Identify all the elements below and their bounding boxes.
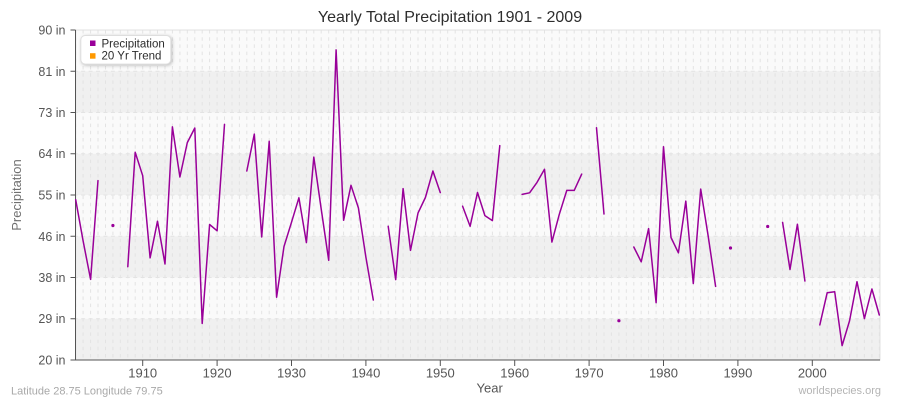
svg-text:20 in: 20 in bbox=[38, 354, 65, 368]
svg-text:29 in: 29 in bbox=[38, 312, 65, 326]
svg-text:1920: 1920 bbox=[203, 366, 232, 381]
svg-text:Year: Year bbox=[477, 381, 504, 396]
svg-text:Latitude 28.75 Longitude 79.75: Latitude 28.75 Longitude 79.75 bbox=[11, 385, 163, 397]
svg-text:worldspecies.org: worldspecies.org bbox=[797, 385, 881, 397]
svg-text:81 in: 81 in bbox=[38, 65, 65, 79]
svg-text:Precipitation: Precipitation bbox=[102, 38, 165, 50]
svg-text:Precipitation: Precipitation bbox=[9, 159, 24, 231]
svg-text:20 Yr Trend: 20 Yr Trend bbox=[102, 51, 162, 63]
svg-text:55 in: 55 in bbox=[38, 189, 65, 203]
svg-text:1930: 1930 bbox=[277, 366, 306, 381]
svg-text:46 in: 46 in bbox=[38, 230, 65, 244]
svg-text:1910: 1910 bbox=[128, 366, 157, 381]
svg-text:1990: 1990 bbox=[723, 366, 752, 381]
svg-text:1950: 1950 bbox=[426, 366, 455, 381]
svg-text:2000: 2000 bbox=[798, 366, 827, 381]
svg-text:Yearly Total Precipitation 190: Yearly Total Precipitation 1901 - 2009 bbox=[318, 9, 582, 26]
svg-text:90 in: 90 in bbox=[38, 24, 65, 38]
svg-text:1980: 1980 bbox=[649, 366, 678, 381]
svg-text:1970: 1970 bbox=[575, 366, 604, 381]
svg-text:73 in: 73 in bbox=[38, 106, 65, 120]
svg-text:1960: 1960 bbox=[500, 366, 529, 381]
svg-text:1940: 1940 bbox=[351, 366, 380, 381]
svg-text:38 in: 38 in bbox=[38, 271, 65, 285]
svg-text:64 in: 64 in bbox=[38, 147, 65, 161]
